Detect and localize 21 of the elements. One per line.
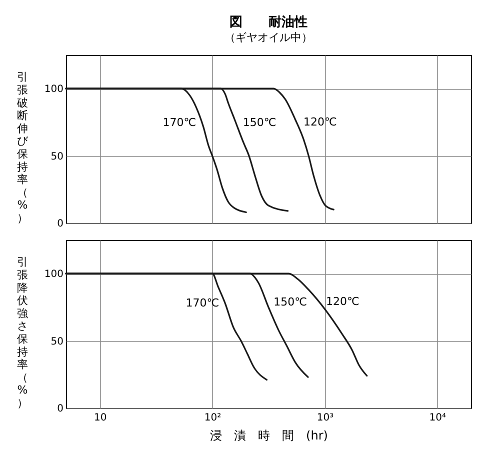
chart-subtitle: （ギヤオイル中）: [224, 31, 312, 44]
series-label: 150℃: [274, 296, 307, 309]
x-tick-label: 10²: [204, 412, 222, 424]
y-tick-label: 50: [50, 151, 64, 162]
x-tick-label: 10⁴: [429, 412, 446, 424]
series-label: 150℃: [242, 116, 276, 129]
series-label: 120℃: [326, 295, 360, 308]
x-axis-title: 浸 漬 時 間 (hr): [210, 428, 328, 442]
y-tick-label: 0: [57, 404, 64, 414]
y-tick-label: 100: [44, 269, 64, 280]
chart-title: 図 耐油性: [230, 15, 308, 30]
x-tick-label: 10: [94, 412, 107, 424]
x-tick-label: 10³: [316, 412, 334, 424]
y-tick-label: 100: [44, 84, 64, 96]
series-label: 170℃: [162, 116, 196, 130]
y-tick-label: 0: [57, 218, 64, 230]
y-tick-label: 50: [50, 336, 64, 348]
text: 引張降伏強さ保持率（%）: [17, 256, 28, 410]
series-label: 120℃: [303, 115, 337, 128]
text: 引張破断伸び保持率（%）: [17, 70, 28, 224]
series-label: 170℃: [186, 296, 220, 310]
